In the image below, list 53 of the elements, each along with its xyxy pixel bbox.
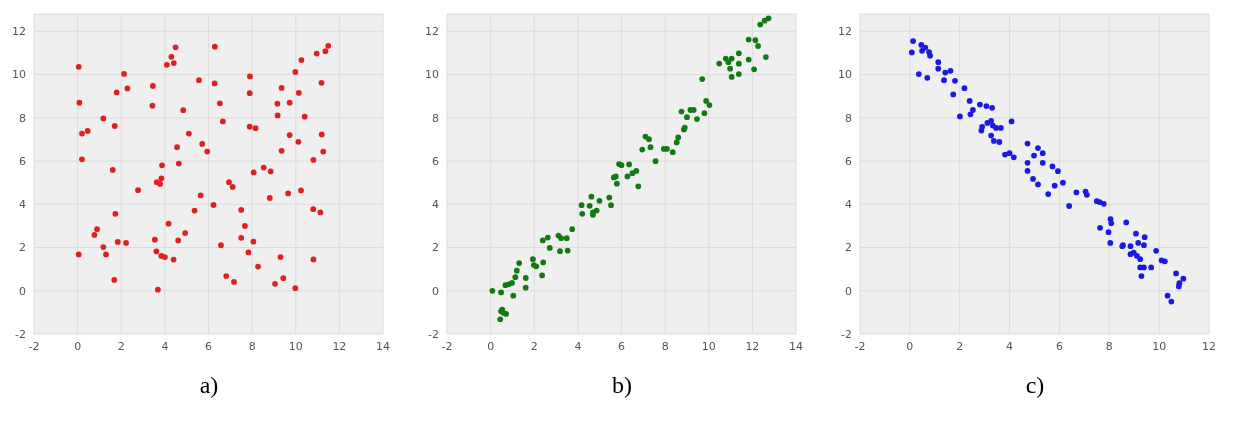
x-tick-label: 8	[1105, 339, 1113, 353]
x-tick-label: 12	[1202, 339, 1216, 353]
x-tick-label: 0	[487, 339, 495, 353]
y-tick-label: 0	[432, 284, 439, 298]
y-tick-label: -2	[841, 327, 852, 341]
x-tick-label: 6	[205, 339, 212, 353]
x-tick-label: 14	[789, 339, 803, 353]
x-tick-label: 10	[288, 339, 303, 353]
y-tick-label: 2	[845, 241, 852, 255]
y-tick-label: 8	[432, 111, 439, 125]
x-tick-label: 0	[906, 339, 914, 353]
x-tick-label: 6	[1055, 339, 1063, 353]
y-tick-label: 0	[845, 284, 852, 298]
y-tick-label: 2	[19, 241, 26, 255]
y-tick-label: 4	[432, 198, 439, 212]
y-tick-label: 6	[845, 154, 852, 168]
x-tick-label: 2	[530, 339, 538, 353]
y-tick-label: 12	[425, 25, 439, 39]
y-tick-label: 12	[838, 25, 852, 39]
text: c)	[1024, 372, 1046, 399]
text: b)	[611, 372, 633, 399]
y-tick-label: -2	[15, 327, 26, 341]
y-tick-label: 0	[19, 284, 26, 298]
x-tick-label: -2	[854, 339, 866, 353]
y-tick-label: 8	[19, 111, 26, 125]
x-tick-label: 14	[376, 339, 390, 353]
y-tick-label: 12	[12, 25, 26, 39]
x-tick-label: 10	[701, 339, 716, 353]
y-tick-label: 6	[19, 154, 26, 168]
y-tick-label: 10	[12, 68, 26, 82]
x-tick-label: 4	[574, 339, 582, 353]
x-tick-label: 0	[74, 339, 82, 353]
x-tick-label: 10	[1152, 339, 1167, 353]
y-tick-label: 8	[845, 111, 852, 125]
x-tick-label: 8	[661, 339, 669, 353]
y-tick-label: 10	[838, 68, 852, 82]
x-tick-label: 2	[117, 339, 125, 353]
x-tick-label: 12	[332, 339, 347, 353]
y-tick-label: -2	[428, 327, 439, 341]
x-tick-label: 4	[161, 339, 169, 353]
y-tick-label: 10	[425, 68, 439, 82]
x-tick-label: 4	[1006, 339, 1014, 353]
y-tick-label: 6	[432, 154, 439, 168]
x-tick-label: 8	[248, 339, 256, 353]
x-tick-label: 2	[956, 339, 964, 353]
x-tick-label: 6	[618, 339, 625, 353]
y-tick-label: 2	[432, 241, 439, 255]
y-tick-label: 4	[19, 198, 26, 212]
y-tick-label: 4	[845, 198, 852, 212]
text: a)	[198, 372, 220, 399]
x-tick-label: 12	[745, 339, 760, 353]
x-tick-label: -2	[441, 339, 453, 353]
x-tick-label: -2	[28, 339, 40, 353]
